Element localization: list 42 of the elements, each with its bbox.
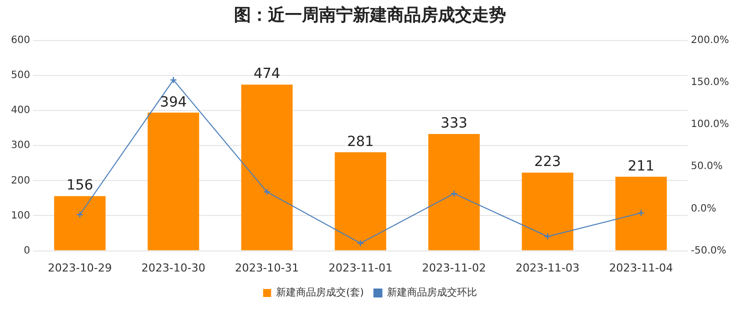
y-tick-label: 500 (10, 70, 30, 82)
y-tick-label: 0 (24, 245, 30, 256)
data-label: 333 (440, 116, 468, 132)
x-tick-label: 2023-10-29 (48, 261, 112, 274)
data-label: 394 (160, 94, 187, 110)
y2-tick-label: 150.0% (690, 77, 730, 88)
y-tick-label: 100 (10, 210, 30, 222)
y2-tick-label: 0.0% (690, 203, 716, 214)
y-tick-label: 400 (10, 105, 30, 116)
x-tick-label: 2023-11-02 (422, 261, 486, 274)
x-tick-label: 2023-10-31 (234, 261, 299, 274)
point (263, 188, 271, 196)
bar (522, 172, 574, 250)
chart-title: 图：近一周南宁新建商品房成交走势 (234, 6, 506, 26)
data-label: 223 (534, 154, 561, 170)
y2-tick-label: 200.0% (690, 34, 730, 46)
legend-label: 新建商品房成交(套) (276, 286, 364, 299)
x-tick-label: 2023-11-03 (516, 261, 580, 274)
data-label: 281 (347, 134, 374, 150)
point (356, 240, 364, 247)
y-tick-label: 200 (10, 175, 30, 186)
bar (334, 152, 386, 250)
y-tick-label: 300 (10, 140, 30, 152)
bar (148, 112, 200, 250)
data-label: 211 (628, 158, 654, 174)
x-tick-label: 2023-10-30 (141, 261, 206, 274)
point (170, 76, 177, 84)
point (450, 190, 458, 198)
data-label: 474 (254, 66, 280, 82)
y2-tick-label: 50.0% (690, 161, 723, 172)
bar (615, 176, 667, 250)
x-tick-label: 2023-11-01 (328, 261, 392, 274)
y-tick-label: 600 (10, 34, 30, 46)
point (544, 232, 552, 240)
bar (54, 196, 106, 250)
legend-label: 新建商品房成交环比 (386, 286, 477, 299)
data-label: 156 (66, 178, 94, 194)
bar (428, 134, 480, 250)
y2-tick-label: -50.0% (690, 245, 726, 256)
y2-tick-label: 100.0% (690, 119, 730, 130)
bar (241, 84, 293, 250)
x-tick-label: 2023-11-04 (609, 261, 674, 274)
